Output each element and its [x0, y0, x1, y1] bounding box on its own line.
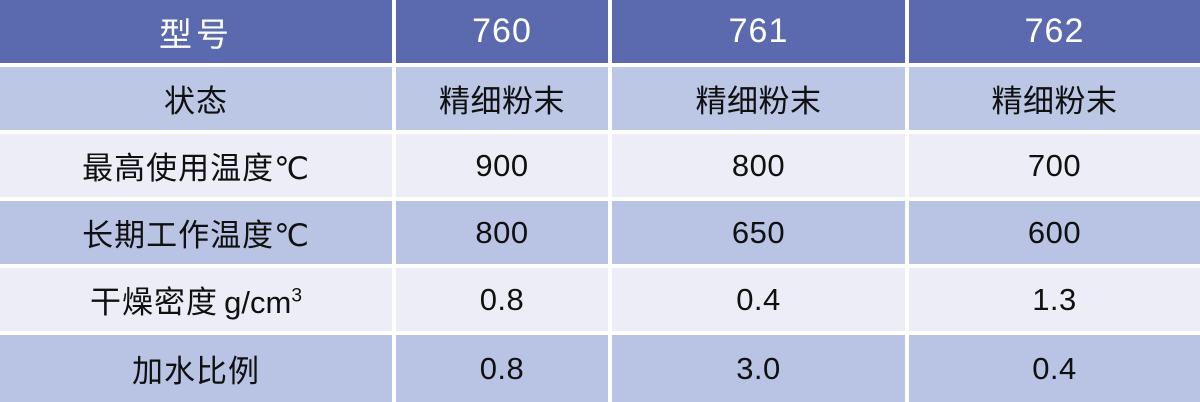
row-label-dry-density: 干燥密度 g/cm3 [0, 268, 396, 335]
column-header-model-label: 型号 [0, 0, 396, 67]
table-body: 状态 精细粉末 精细粉末 精细粉末 最高使用温度℃ 900 800 700 长期… [0, 67, 1200, 402]
cell-dry-density-761: 0.4 [612, 268, 909, 335]
table-row-max-service-temperature: 最高使用温度℃ 900 800 700 [0, 134, 1200, 201]
table-row-water-addition-ratio: 加水比例 0.8 3.0 0.4 [0, 335, 1200, 402]
table-row-dry-density: 干燥密度 g/cm3 0.8 0.4 1.3 [0, 268, 1200, 335]
cell-long-term-working-temperature-762: 600 [909, 201, 1200, 268]
row-label-max-service-temperature: 最高使用温度℃ [0, 134, 396, 201]
row-label-state-text: 状态 [164, 84, 228, 119]
row-label-dry-density-text: 干燥密度 [89, 285, 218, 320]
unit-gram-per-cubic-centimeter: g/cm3 [217, 285, 303, 320]
row-label-long-term-working-temperature-text: 长期工作温度 [82, 218, 275, 253]
cell-dry-density-762: 1.3 [909, 268, 1200, 335]
cell-max-service-temperature-762: 700 [909, 134, 1200, 201]
unit-celsius-icon: ℃ [274, 151, 310, 186]
cell-water-addition-ratio-760: 0.8 [396, 335, 612, 402]
column-header-760: 760 [396, 0, 612, 67]
cell-state-762: 精细粉末 [909, 67, 1200, 134]
table-row-state: 状态 精细粉末 精细粉末 精细粉末 [0, 67, 1200, 134]
cell-long-term-working-temperature-760: 800 [396, 201, 612, 268]
row-label-state: 状态 [0, 67, 396, 134]
cell-state-760: 精细粉末 [396, 67, 612, 134]
unit-celsius-icon: ℃ [274, 218, 310, 253]
cell-water-addition-ratio-761: 3.0 [612, 335, 909, 402]
row-label-max-service-temperature-text: 最高使用温度 [82, 151, 275, 186]
cell-max-service-temperature-761: 800 [612, 134, 909, 201]
cell-dry-density-760: 0.8 [396, 268, 612, 335]
row-label-long-term-working-temperature: 长期工作温度℃ [0, 201, 396, 268]
cell-max-service-temperature-760: 900 [396, 134, 612, 201]
row-label-water-addition-ratio: 加水比例 [0, 335, 396, 402]
column-header-762: 762 [909, 0, 1200, 67]
cell-state-761: 精细粉末 [612, 67, 909, 134]
table-header: 型号 760 761 762 [0, 0, 1200, 67]
table-row-long-term-working-temperature: 长期工作温度℃ 800 650 600 [0, 201, 1200, 268]
cell-water-addition-ratio-762: 0.4 [909, 335, 1200, 402]
row-label-water-addition-ratio-text: 加水比例 [132, 354, 260, 389]
cell-long-term-working-temperature-761: 650 [612, 201, 909, 268]
superscript-three: 3 [291, 285, 303, 307]
table-header-row: 型号 760 761 762 [0, 0, 1200, 67]
column-header-761: 761 [612, 0, 909, 67]
